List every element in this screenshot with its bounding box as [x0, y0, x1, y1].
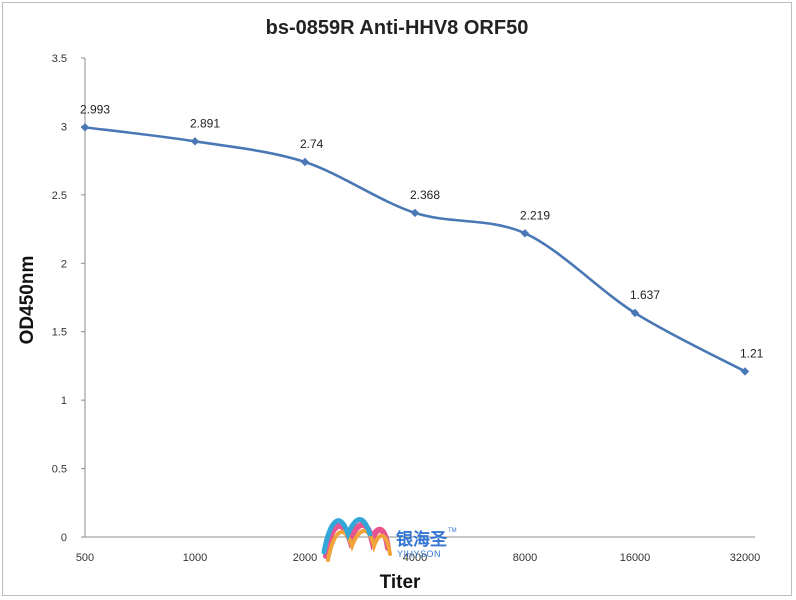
- x-tick-label: 16000: [620, 552, 651, 564]
- data-point-marker: [630, 308, 640, 318]
- x-tick-labels: 500 1000 2000 4000 8000 16000 32000: [76, 552, 760, 564]
- data-point-marker: [410, 208, 420, 218]
- y-tick-label: 2: [61, 258, 67, 270]
- y-tick-label: 3.5: [52, 53, 67, 65]
- y-tick-label: 1: [61, 395, 67, 407]
- y-tick-label: 0: [61, 532, 67, 544]
- data-label: 2.74: [300, 137, 324, 151]
- watermark-name-cn: 银海圣: [396, 529, 448, 549]
- x-tick-label: 500: [76, 552, 94, 564]
- data-point-marker: [300, 157, 310, 167]
- data-label: 2.368: [410, 188, 440, 202]
- y-tick-label: 2.5: [52, 190, 67, 202]
- x-tick-label: 2000: [293, 552, 317, 564]
- data-label: 2.891: [190, 116, 220, 130]
- wave-logo-icon: [321, 517, 392, 562]
- series-group: 2.993 2.891 2.74 2.368 2.219 1.637 1.21: [80, 102, 764, 376]
- data-label: 2.219: [520, 208, 550, 222]
- data-label: 1.21: [740, 346, 764, 360]
- series-line: [84, 126, 746, 373]
- y-tick-label: 0.5: [52, 464, 67, 476]
- data-point-marker: [190, 137, 200, 146]
- data-label: 2.993: [80, 102, 110, 116]
- watermark-name-en: YIHYSON: [397, 549, 441, 559]
- data-point-marker: [520, 229, 530, 238]
- watermark-tm: TM: [448, 528, 457, 534]
- data-point-marker: [740, 367, 750, 376]
- chart-title: bs-0859R Anti-HHV8 ORF50: [266, 17, 529, 39]
- x-axis-title: Titer: [380, 572, 421, 593]
- watermark-logo: 银海圣 TM YIHYSON: [321, 517, 457, 562]
- x-tick-label: 32000: [730, 552, 761, 564]
- x-tick-label: 8000: [513, 552, 537, 564]
- data-label: 1.637: [630, 288, 660, 302]
- x-tick-label: 4000: [403, 552, 427, 564]
- data-point-marker: [80, 123, 90, 132]
- y-tick-label: 3: [61, 121, 67, 133]
- x-tick-label: 1000: [183, 552, 207, 564]
- y-axis-title: OD450nm: [17, 256, 38, 345]
- axes: [84, 58, 755, 538]
- y-tick-label: 1.5: [52, 327, 67, 339]
- y-tick-labels: 0 0.5 1 1.5 2 2.5 3 3.5: [52, 53, 85, 544]
